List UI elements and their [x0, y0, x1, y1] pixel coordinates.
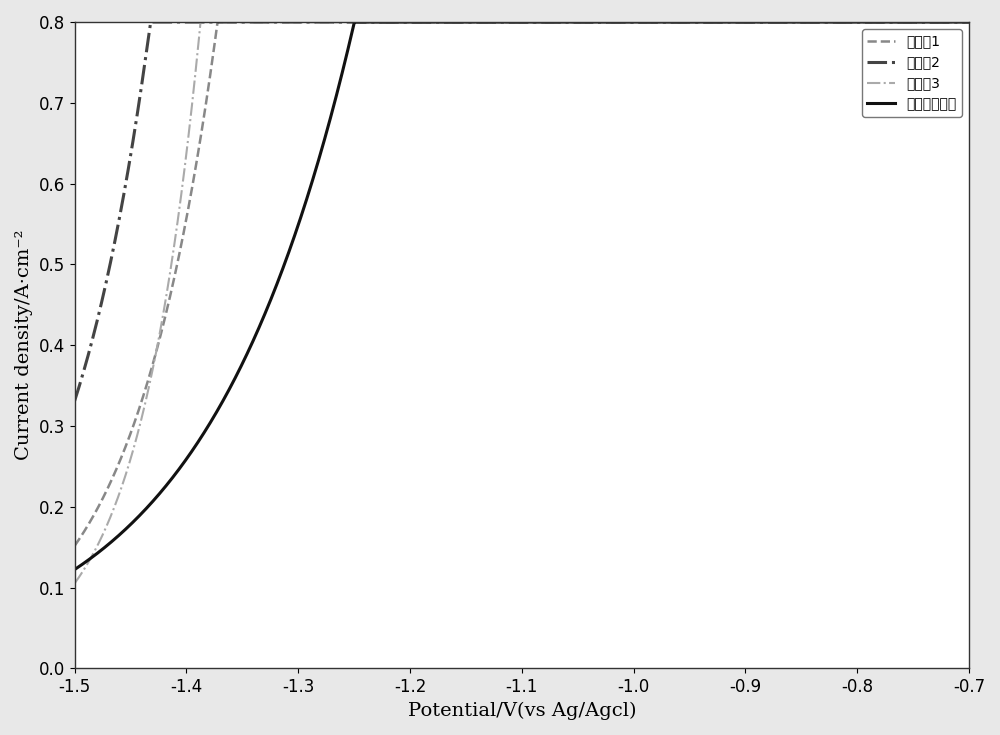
实施例3: [849, 18, 861, 26]
实施例3: [195, 18, 207, 26]
Line: 实施例2: 实施例2: [75, 22, 969, 401]
实施例2: [69, 396, 81, 405]
实施例2: [849, 18, 861, 26]
实施例1: [451, 18, 463, 26]
Line: 实施例3: 实施例3: [75, 22, 969, 584]
工业用泡沫镁: [171, 468, 183, 477]
工业用泡沫镁: [224, 384, 236, 392]
Legend: 实施例1, 实施例2, 实施例3, 工业用泡沫镁: 实施例1, 实施例2, 实施例3, 工业用泡沫镁: [862, 29, 962, 117]
实施例2: [963, 18, 975, 26]
工业用泡沫镁: [349, 18, 361, 26]
工业用泡沫镁: [451, 18, 463, 26]
实施例3: [946, 18, 958, 26]
实施例1: [963, 18, 975, 26]
实施例2: [946, 18, 958, 26]
实施例1: [412, 18, 424, 26]
工业用泡沫镁: [69, 565, 81, 574]
Y-axis label: Current density/A·cm⁻²: Current density/A·cm⁻²: [15, 230, 33, 461]
实施例1: [171, 262, 183, 271]
实施例3: [171, 224, 183, 233]
实施例3: [963, 18, 975, 26]
实施例1: [212, 18, 224, 26]
实施例2: [224, 18, 236, 26]
工业用泡沫镁: [963, 18, 975, 26]
Line: 实施例1: 实施例1: [75, 22, 969, 546]
X-axis label: Potential/V(vs Ag/Agcl): Potential/V(vs Ag/Agcl): [408, 702, 636, 720]
Line: 工业用泡沫镁: 工业用泡沫镁: [75, 22, 969, 570]
实施例1: [946, 18, 958, 26]
实施例1: [849, 18, 861, 26]
实施例1: [69, 542, 81, 551]
实施例3: [412, 18, 424, 26]
实施例3: [224, 18, 236, 26]
实施例2: [412, 18, 424, 26]
实施例2: [145, 18, 157, 26]
实施例3: [69, 579, 81, 588]
实施例3: [451, 18, 463, 26]
工业用泡沫镁: [849, 18, 861, 26]
工业用泡沫镁: [412, 18, 424, 26]
工业用泡沫镁: [946, 18, 958, 26]
实施例2: [451, 18, 463, 26]
实施例2: [171, 18, 183, 26]
实施例1: [224, 18, 236, 26]
